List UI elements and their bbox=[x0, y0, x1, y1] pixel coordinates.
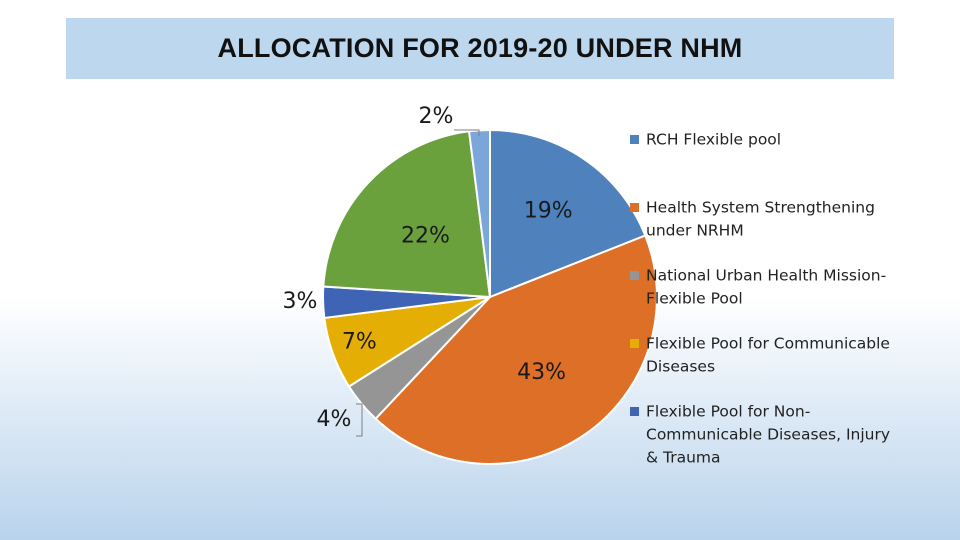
legend-label-4-line-2: & Trauma bbox=[646, 449, 721, 467]
title-banner: ALLOCATION FOR 2019-20 UNDER NHM bbox=[66, 18, 894, 79]
legend-label-4-line-1: Communicable Diseases, Injury bbox=[646, 426, 890, 444]
legend-label-4-line-0: Flexible Pool for Non- bbox=[646, 403, 810, 421]
pie-slice-0 bbox=[489, 129, 647, 298]
pie-slice-1 bbox=[374, 234, 658, 465]
data-label-4: 3% bbox=[283, 289, 318, 314]
legend-label-3-line-0: Flexible Pool for Communicable bbox=[646, 335, 890, 353]
chart-title: ALLOCATION FOR 2019-20 UNDER NHM bbox=[217, 33, 743, 63]
legend-label-2-line-0: National Urban Health Mission- bbox=[646, 267, 886, 285]
legend-label-1-line-0: Health System Strengthening bbox=[646, 199, 875, 217]
leader-line-4pct bbox=[356, 403, 363, 437]
data-label-2: 4% bbox=[317, 407, 352, 432]
data-label-0: 19% bbox=[524, 198, 573, 223]
pie-slice-5 bbox=[322, 130, 491, 298]
data-label-6: 2% bbox=[419, 104, 454, 129]
legend-swatch-3 bbox=[630, 339, 639, 348]
legend-label-3-line-1: Diseases bbox=[646, 358, 715, 376]
data-label-3: 7% bbox=[342, 329, 377, 354]
legend-swatch-2 bbox=[630, 271, 639, 280]
legend-label-0-line-0: RCH Flexible pool bbox=[646, 131, 781, 149]
data-label-5: 22% bbox=[401, 223, 450, 248]
legend-label-2-line-1: Flexible Pool bbox=[646, 290, 743, 308]
legend-label-1-line-1: under NRHM bbox=[646, 222, 744, 240]
legend-swatch-4 bbox=[630, 407, 639, 416]
pie-slice-6 bbox=[468, 129, 491, 298]
legend-swatch-0 bbox=[630, 135, 639, 144]
legend-swatch-1 bbox=[630, 203, 639, 212]
leader-line-2pct bbox=[454, 129, 480, 136]
data-label-1: 43% bbox=[517, 360, 566, 385]
